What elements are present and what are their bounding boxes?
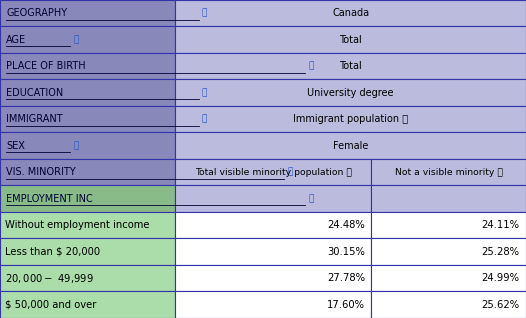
Text: Total visible minority population ⓘ: Total visible minority population ⓘ: [195, 168, 352, 177]
Bar: [0, 159, 175, 185]
Text: ⓘ: ⓘ: [201, 88, 207, 97]
Text: GEOGRAPHY: GEOGRAPHY: [6, 8, 67, 18]
Text: ⓘ: ⓘ: [201, 9, 207, 18]
Bar: [371, 212, 526, 238]
Bar: [0, 133, 175, 159]
Text: 25.62%: 25.62%: [482, 300, 520, 310]
Text: ⓘ: ⓘ: [308, 194, 314, 203]
Bar: [0, 106, 175, 133]
Text: Total: Total: [339, 61, 362, 71]
Bar: [175, 185, 371, 212]
Text: ⓘ: ⓘ: [74, 35, 79, 44]
Bar: [175, 80, 526, 106]
Bar: [0, 80, 175, 106]
Text: EDUCATION: EDUCATION: [6, 88, 64, 98]
Text: $ 20,000 - $ 49,999: $ 20,000 - $ 49,999: [5, 272, 94, 285]
Bar: [175, 106, 526, 133]
Text: Less than $ 20,000: Less than $ 20,000: [5, 247, 100, 257]
Text: 30.15%: 30.15%: [327, 247, 365, 257]
Bar: [175, 26, 526, 53]
Text: Without employment income: Without employment income: [5, 220, 150, 230]
Text: Not a visible minority ⓘ: Not a visible minority ⓘ: [394, 168, 503, 177]
Bar: [0, 265, 175, 291]
Bar: [175, 238, 371, 265]
Bar: [175, 53, 526, 80]
Text: 17.60%: 17.60%: [327, 300, 365, 310]
Bar: [371, 185, 526, 212]
Text: IMMIGRANT: IMMIGRANT: [6, 114, 63, 124]
Bar: [175, 133, 526, 159]
Text: Immigrant population ⓘ: Immigrant population ⓘ: [293, 114, 408, 124]
Text: 24.99%: 24.99%: [482, 273, 520, 283]
Bar: [0, 238, 175, 265]
Bar: [0, 212, 175, 238]
Bar: [175, 265, 371, 291]
Text: SEX: SEX: [6, 141, 25, 151]
Text: EMPLOYMENT INC: EMPLOYMENT INC: [6, 194, 93, 204]
Text: 24.48%: 24.48%: [327, 220, 365, 230]
Bar: [371, 159, 526, 185]
Text: 24.11%: 24.11%: [482, 220, 520, 230]
Bar: [371, 238, 526, 265]
Bar: [371, 291, 526, 318]
Text: ⓘ: ⓘ: [74, 141, 79, 150]
Bar: [0, 26, 175, 53]
Text: AGE: AGE: [6, 35, 26, 45]
Bar: [371, 265, 526, 291]
Text: ⓘ: ⓘ: [287, 168, 292, 177]
Bar: [175, 291, 371, 318]
Bar: [175, 159, 371, 185]
Text: Female: Female: [333, 141, 368, 151]
Text: Canada: Canada: [332, 8, 369, 18]
Text: 27.78%: 27.78%: [327, 273, 365, 283]
Text: ⓘ: ⓘ: [308, 62, 314, 71]
Text: $ 50,000 and over: $ 50,000 and over: [5, 300, 97, 310]
Text: PLACE OF BIRTH: PLACE OF BIRTH: [6, 61, 86, 71]
Bar: [0, 291, 175, 318]
Bar: [0, 185, 175, 212]
Text: University degree: University degree: [307, 88, 394, 98]
Text: Total: Total: [339, 35, 362, 45]
Bar: [175, 212, 371, 238]
Bar: [0, 0, 175, 26]
Bar: [175, 0, 526, 26]
Text: 25.28%: 25.28%: [482, 247, 520, 257]
Text: VIS. MINORITY: VIS. MINORITY: [6, 167, 76, 177]
Bar: [0, 53, 175, 80]
Text: ⓘ: ⓘ: [201, 115, 207, 124]
